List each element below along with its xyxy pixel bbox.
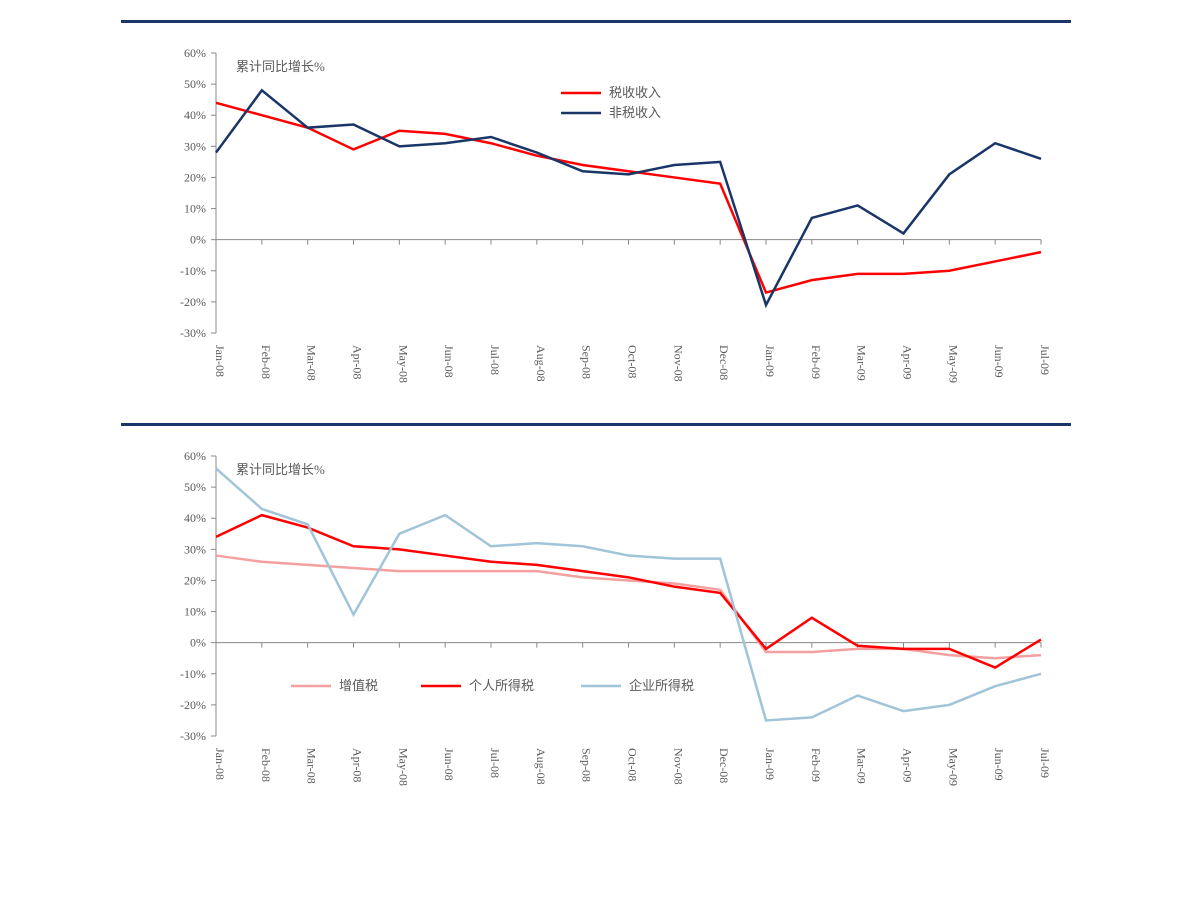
y-tick-label: 40%: [184, 108, 206, 122]
x-tick-label: Jul-08: [488, 748, 502, 778]
x-tick-label: Nov-08: [671, 748, 685, 785]
y-tick-label: 60%: [184, 46, 206, 60]
x-tick-label: Jul-09: [1038, 345, 1052, 375]
x-tick-label: Jul-09: [1038, 748, 1052, 778]
x-tick-label: Apr-08: [350, 748, 364, 782]
x-tick-label: Jan-08: [213, 345, 227, 377]
y-tick-label: 50%: [184, 480, 206, 494]
x-tick-label: Mar-08: [304, 748, 318, 784]
x-tick-label: Apr-08: [350, 345, 364, 379]
x-tick-label: May-08: [396, 345, 410, 383]
y-tick-label: -10%: [180, 264, 206, 278]
x-tick-label: Jun-09: [992, 345, 1006, 378]
x-tick-label: Apr-09: [900, 345, 914, 379]
x-tick-label: May-09: [946, 748, 960, 786]
x-tick-label: Jun-08: [442, 748, 456, 781]
y-tick-label: 20%: [184, 573, 206, 587]
chart-subtitle: 累计同比增长%: [236, 462, 325, 477]
y-tick-label: -30%: [180, 729, 206, 743]
y-tick-label: -20%: [180, 295, 206, 309]
legend-label-1: 非税收入: [609, 105, 661, 120]
y-tick-label: 40%: [184, 511, 206, 525]
chart-2-container: -30% -20% -10% 0% 10% 20% 30% 40% 50% 60% 累计同比增长% J…: [121, 423, 1071, 806]
y-tick-label: 50%: [184, 77, 206, 91]
x-tick-label: Jun-09: [992, 748, 1006, 781]
y-tick-label: -20%: [180, 698, 206, 712]
legend-label-0: 税收收入: [609, 85, 661, 100]
y-tick-label: 10%: [184, 202, 206, 216]
x-tick-label: Aug-08: [533, 345, 547, 382]
x-tick-label: Oct-08: [625, 345, 639, 378]
x-tick-label: Sep-08: [579, 345, 593, 379]
chart-1-svg: -30% -20% -10% 0% 10% 20% 30% 40% 50% 60% 累计同比增长% J…: [121, 23, 1071, 403]
x-tick-label: May-08: [396, 748, 410, 786]
x-tick-label: Dec-08: [717, 345, 731, 380]
x-tick-label: Apr-09: [900, 748, 914, 782]
x-tick-label: Mar-09: [854, 345, 868, 381]
series-line-0: [216, 103, 1041, 293]
x-tick-label: Mar-09: [854, 748, 868, 784]
x-tick-label: Aug-08: [533, 748, 547, 785]
legend-label-0: 增值税: [339, 678, 378, 693]
x-tick-label: Jan-09: [763, 748, 777, 780]
x-tick-label: Feb-09: [808, 748, 822, 782]
x-tick-label: Sep-08: [579, 748, 593, 782]
chart-subtitle: 累计同比增长%: [236, 59, 325, 74]
x-tick-label: Oct-08: [625, 748, 639, 781]
x-tick-label: Feb-09: [808, 345, 822, 379]
y-tick-label: 60%: [184, 449, 206, 463]
y-tick-label: 10%: [184, 605, 206, 619]
y-tick-label: 0%: [190, 636, 206, 650]
y-tick-label: -10%: [180, 667, 206, 681]
x-tick-label: Jan-08: [213, 748, 227, 780]
chart-2-svg: -30% -20% -10% 0% 10% 20% 30% 40% 50% 60% 累计同比增长% J…: [121, 426, 1071, 806]
x-tick-label: Mar-08: [304, 345, 318, 381]
x-tick-label: Feb-08: [258, 345, 272, 379]
legend-label-1: 个人所得税: [469, 678, 534, 693]
y-tick-label: 0%: [190, 233, 206, 247]
x-tick-label: Feb-08: [258, 748, 272, 782]
x-tick-label: May-09: [946, 345, 960, 383]
legend-label-2: 企业所得税: [629, 678, 694, 693]
x-tick-label: Jul-08: [488, 345, 502, 375]
x-tick-label: Jan-09: [763, 345, 777, 377]
y-tick-label: 20%: [184, 170, 206, 184]
chart-1-container: -30% -20% -10% 0% 10% 20% 30% 40% 50% 60% 累计同比增长% J…: [121, 20, 1071, 403]
x-tick-label: Jun-08: [442, 345, 456, 378]
y-tick-label: -30%: [180, 326, 206, 340]
x-tick-label: Nov-08: [671, 345, 685, 382]
y-tick-label: 30%: [184, 139, 206, 153]
x-tick-label: Dec-08: [717, 748, 731, 783]
y-tick-label: 30%: [184, 542, 206, 556]
